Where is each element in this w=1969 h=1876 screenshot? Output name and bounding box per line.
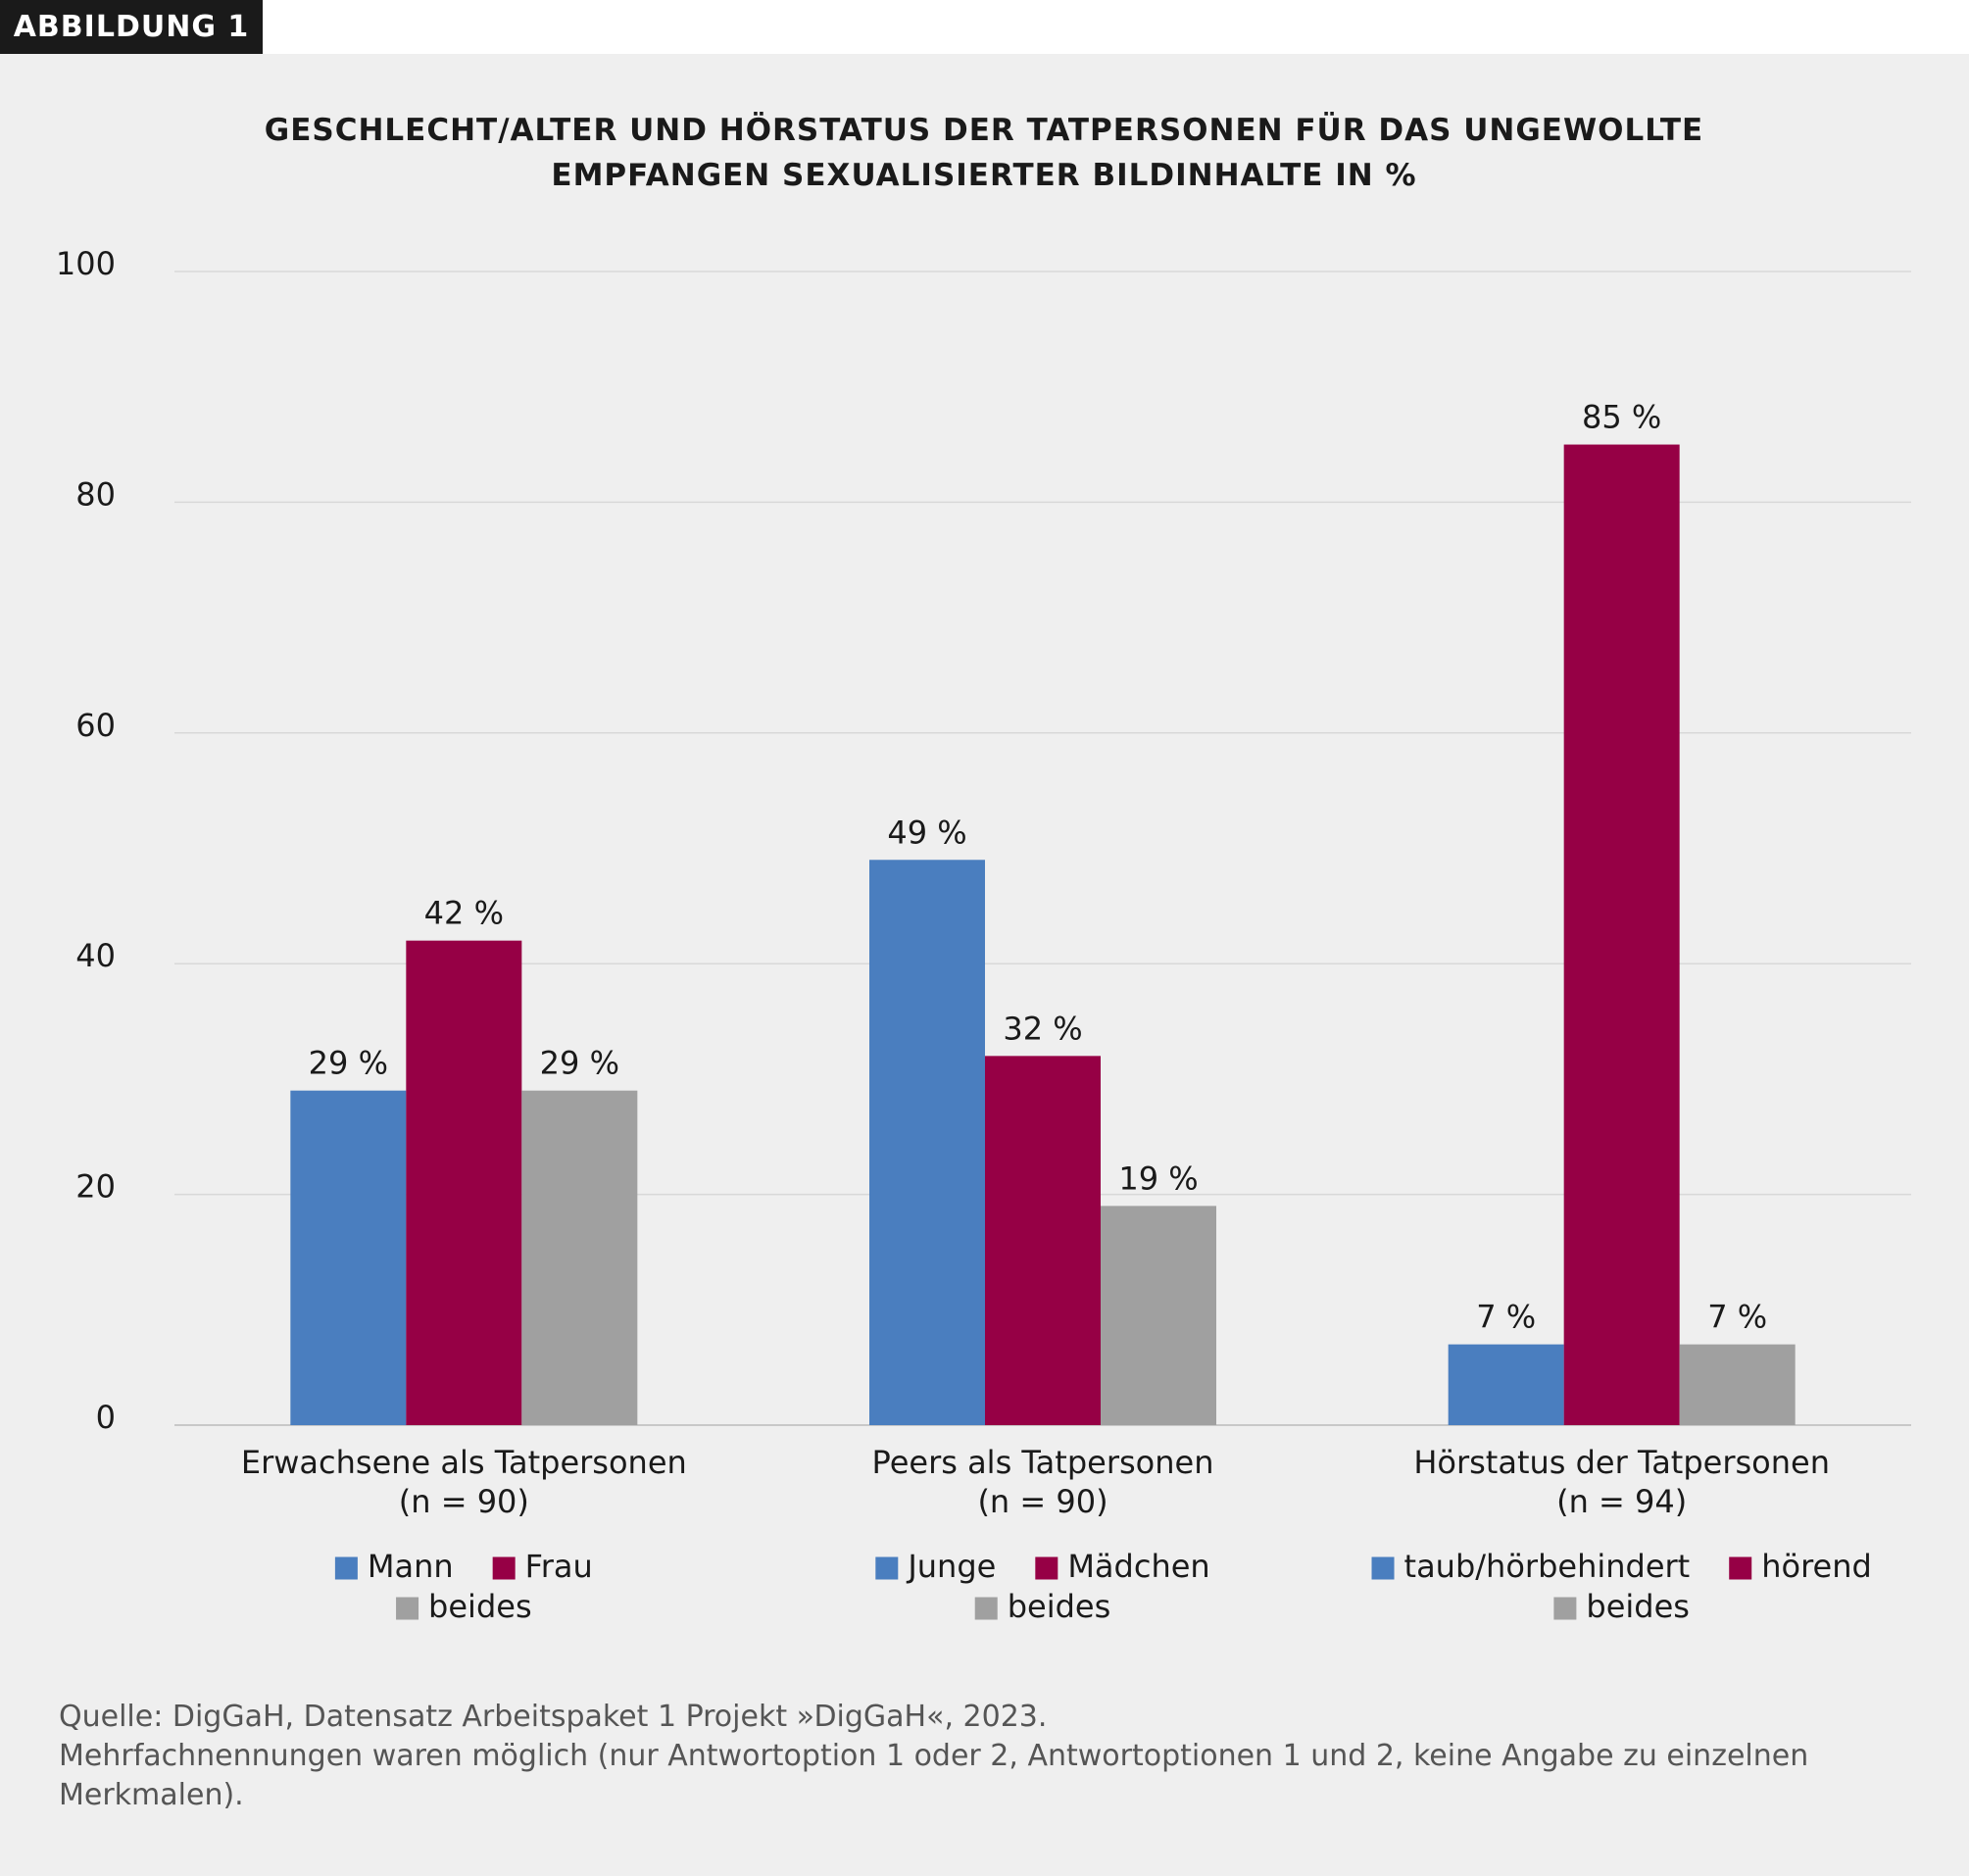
legend-swatch	[396, 1597, 419, 1620]
legend-label: beides	[1008, 1588, 1111, 1625]
x-tick-label: Hörstatus der Tatpersonen	[1413, 1444, 1830, 1481]
bar	[1448, 1344, 1564, 1425]
y-tick-label: 60	[75, 707, 116, 744]
note: Quelle: DigGaH, Datensatz Arbeitspaket 1…	[59, 1700, 1048, 1734]
value-label: 7 %	[1476, 1299, 1536, 1336]
bar	[521, 1090, 638, 1425]
x-tick-note: (n = 90)	[399, 1483, 529, 1520]
value-label: 49 %	[887, 814, 966, 851]
legend-swatch	[1371, 1556, 1395, 1580]
bar	[1101, 1206, 1216, 1425]
legend-label: Mädchen	[1067, 1548, 1209, 1585]
x-tick-label: Peers als Tatpersonen	[872, 1444, 1214, 1481]
legend-label: hörend	[1761, 1548, 1872, 1585]
legend-swatch	[875, 1556, 899, 1580]
bar	[406, 940, 522, 1425]
legend-swatch	[1035, 1556, 1058, 1580]
bar	[290, 1090, 407, 1425]
legend-label: beides	[428, 1588, 532, 1625]
bar	[1679, 1344, 1796, 1425]
top-band	[0, 0, 1969, 54]
legend-label: Mann	[368, 1548, 454, 1585]
y-tick-label: 80	[75, 475, 116, 513]
legend-swatch	[1729, 1556, 1752, 1580]
legend-swatch	[334, 1556, 358, 1580]
bar	[869, 860, 985, 1425]
note: Mehrfachnennungen waren möglich (nur Ant…	[59, 1739, 1809, 1812]
value-label: 29 %	[540, 1045, 619, 1082]
chart-title: GESCHLECHT/ALTER UND HÖRSTATUS DER TATPE…	[264, 113, 1704, 193]
legend-swatch	[1553, 1597, 1577, 1620]
x-tick-note: (n = 90)	[977, 1483, 1108, 1520]
notes: Quelle: DigGaH, Datensatz Arbeitspaket 1…	[59, 1698, 1901, 1815]
legend-swatch	[974, 1597, 998, 1620]
y-tick-label: 0	[96, 1399, 116, 1436]
value-label: 29 %	[309, 1045, 388, 1082]
legend-label: Frau	[525, 1548, 593, 1585]
legend-swatch	[492, 1556, 516, 1580]
value-label: 32 %	[1003, 1010, 1082, 1047]
bar	[1563, 444, 1680, 1425]
y-tick-label: 100	[56, 245, 116, 282]
x-tick-note: (n = 94)	[1556, 1483, 1687, 1520]
value-label: 85 %	[1582, 399, 1661, 436]
value-label: 42 %	[424, 895, 504, 932]
x-tick-label: Erwachsene als Tatpersonen	[241, 1444, 687, 1481]
figure-label: ABBILDUNG 1	[0, 0, 263, 54]
legend-label: taub/hörbehindert	[1404, 1548, 1691, 1585]
bar	[985, 1056, 1101, 1425]
legend-label: beides	[1586, 1588, 1690, 1625]
y-tick-label: 20	[75, 1168, 116, 1206]
value-label: 7 %	[1707, 1299, 1767, 1336]
y-tick-label: 40	[75, 937, 116, 974]
legend-label: Junge	[906, 1548, 996, 1585]
value-label: 19 %	[1118, 1160, 1198, 1197]
